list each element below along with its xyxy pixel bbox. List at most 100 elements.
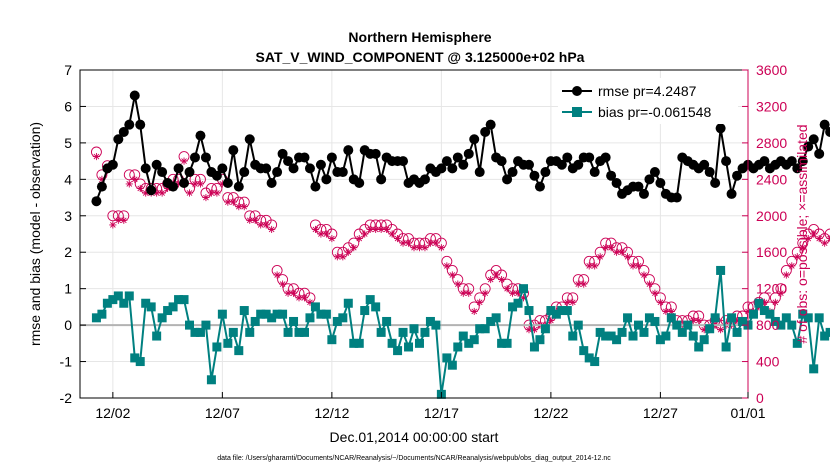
assimilated-point — [470, 307, 478, 316]
assimilated-point — [158, 189, 166, 197]
rmse-point — [808, 134, 819, 145]
rmse-point — [523, 159, 534, 170]
left-tick-label: -1 — [60, 354, 73, 370]
rmse-point — [135, 119, 146, 130]
possible-point — [824, 228, 830, 240]
rmse-point — [540, 167, 551, 178]
right-tick-label: 0 — [756, 390, 764, 406]
legend-rmse-label: rmse pr=4.2487 — [598, 83, 697, 99]
bias-point — [349, 338, 359, 348]
rmse-point — [398, 156, 409, 167]
bias-point — [343, 298, 353, 308]
bias-point — [404, 342, 414, 352]
bias-point — [754, 298, 764, 308]
rmse-point — [140, 163, 151, 174]
assimilated-point — [514, 289, 522, 297]
assimilated-point — [289, 289, 298, 297]
bias-point — [382, 316, 392, 326]
bias-point — [798, 309, 808, 319]
bias-point — [672, 320, 682, 330]
rmse-point — [189, 152, 200, 163]
bias-point — [776, 320, 786, 330]
assimilated-point — [415, 244, 424, 252]
bias-point — [195, 327, 205, 337]
rmse-point — [310, 181, 321, 192]
rmse-point — [589, 167, 600, 178]
bias-point — [655, 335, 665, 345]
assimilated-point — [602, 244, 610, 252]
assimilated-point — [733, 316, 741, 325]
bias-point — [562, 306, 572, 316]
bias-point — [535, 335, 545, 345]
rmse-point — [419, 174, 430, 185]
assimilated-point — [574, 280, 582, 288]
assimilated-point — [487, 275, 495, 284]
assimilated-point — [700, 326, 708, 334]
assimilated-point — [366, 225, 374, 234]
bias-point — [579, 346, 589, 356]
bias-point — [721, 342, 731, 352]
assimilated-point — [815, 234, 823, 243]
rmse-point — [447, 163, 458, 174]
possible-point — [107, 210, 119, 222]
bias-point — [354, 338, 364, 348]
bias-point — [705, 324, 715, 334]
assimilated-point — [164, 184, 172, 193]
assimilated-point — [213, 189, 221, 197]
assimilated-point — [530, 326, 539, 334]
bias-point — [124, 291, 134, 301]
assimilated-point — [136, 184, 144, 193]
assimilated-point — [388, 230, 396, 238]
bias-point — [453, 342, 463, 352]
bias-point — [267, 313, 277, 323]
assimilated-point — [623, 253, 632, 261]
assimilated-point — [92, 152, 101, 161]
rmse-point — [157, 167, 168, 178]
assimilated-point — [426, 239, 435, 247]
bias-point — [486, 316, 496, 326]
bias-point — [716, 265, 726, 275]
rmse-point — [710, 177, 721, 188]
rmse-point — [529, 170, 540, 181]
right-tick-label: 2400 — [756, 171, 787, 187]
rmse-point — [819, 119, 830, 130]
assimilated-point — [443, 262, 451, 270]
rmse-point — [573, 159, 584, 170]
assimilated-point — [662, 307, 670, 316]
rmse-point — [321, 174, 332, 185]
bias-point — [409, 324, 419, 334]
rmse-point — [534, 181, 545, 192]
bias-point — [458, 331, 468, 341]
bias-point — [519, 284, 529, 294]
assimilated-point — [229, 198, 237, 206]
bias-point — [765, 309, 775, 319]
assimilated-point — [410, 244, 418, 252]
bias-point — [141, 298, 151, 308]
assimilated-point — [525, 326, 533, 334]
assimilated-point — [585, 262, 593, 270]
bias-point — [91, 313, 101, 323]
bias-point — [212, 342, 222, 352]
assimilated-point — [404, 239, 413, 247]
assimilated-point — [612, 248, 621, 256]
bias-point — [305, 313, 315, 323]
assimilated-point — [284, 289, 292, 297]
right-tick-label: 2800 — [756, 135, 787, 151]
rmse-point — [239, 167, 250, 178]
bias-point — [234, 346, 244, 356]
bias-point — [398, 327, 408, 337]
assimilated-point — [142, 189, 150, 197]
assimilated-point — [98, 175, 106, 183]
rmse-point — [168, 181, 179, 192]
assimilated-point — [383, 225, 391, 234]
bias-point — [119, 298, 129, 308]
rmse-point — [113, 134, 124, 145]
rmse-point — [474, 167, 485, 178]
left-tick-label: 1 — [64, 281, 72, 297]
rmse-point — [721, 156, 732, 167]
bias-point — [792, 338, 802, 348]
bias-point — [551, 309, 561, 319]
bias-point — [557, 306, 567, 316]
x-tick-label: 01/01 — [730, 405, 765, 421]
